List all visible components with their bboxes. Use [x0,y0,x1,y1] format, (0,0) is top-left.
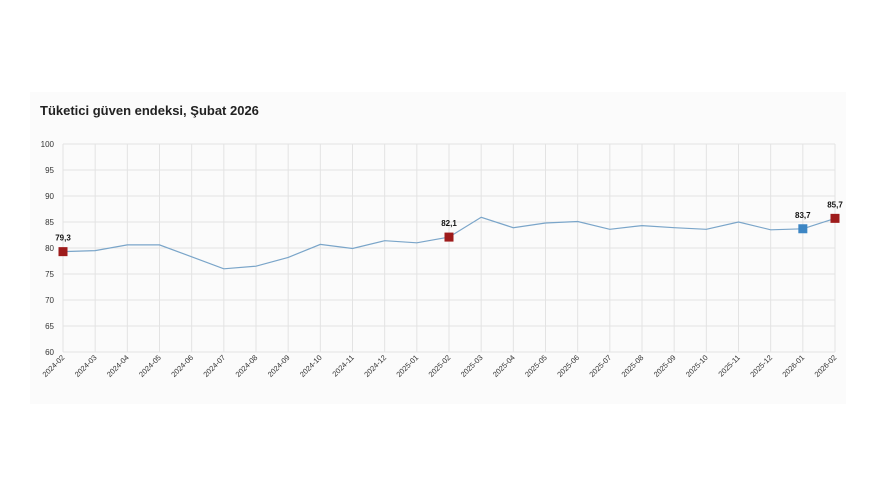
data-point-marker [444,232,454,242]
x-axis: 2024-02 2024-03 2024-04 2024-05 2024-06 2024-… [41,353,839,379]
x-tick-label: 2024-09 [266,353,292,379]
x-tick-label: 2024-03 [73,353,99,379]
x-tick-label: 2025-03 [459,353,485,379]
y-tick-label: 100 [41,140,55,149]
x-tick-label: 2025-06 [555,353,581,379]
data-point-marker [830,213,840,223]
y-axis: 60 65 70 75 80 85 90 95 100 [41,140,55,357]
x-tick-label: 2024-12 [362,353,388,379]
x-tick-label: 2025-10 [684,353,710,379]
highlight-markers: 79,3 82,1 83,7 85,7 [55,200,843,257]
y-tick-label: 60 [45,348,54,357]
data-label: 79,3 [55,234,71,243]
chart-title: Tüketici güven endeksi, Şubat 2026 [40,103,259,118]
x-tick-label: 2025-02 [427,353,453,379]
x-tick-label: 2025-11 [716,353,741,378]
data-point-marker [798,224,808,234]
data-label: 85,7 [827,200,843,209]
y-tick-label: 70 [45,296,54,305]
x-tick-label: 2025-07 [587,353,613,379]
x-tick-label: 2024-08 [234,353,260,379]
y-tick-label: 85 [45,218,54,227]
x-tick-label: 2024-05 [137,353,163,379]
x-tick-label: 2024-11 [330,353,355,378]
x-tick-label: 2026-02 [813,353,839,379]
data-label: 82,1 [441,219,457,228]
x-tick-label: 2025-05 [523,353,549,379]
x-tick-label: 2025-09 [652,353,678,379]
x-tick-label: 2024-06 [169,353,195,379]
x-tick-label: 2024-07 [201,353,227,379]
y-tick-label: 95 [45,166,54,175]
x-tick-label: 2024-10 [298,353,324,379]
x-tick-label: 2025-01 [394,353,420,379]
y-tick-label: 80 [45,244,54,253]
x-tick-label: 2025-04 [491,353,517,379]
y-tick-label: 90 [45,192,54,201]
x-tick-label: 2026-01 [780,353,806,379]
y-tick-label: 65 [45,322,54,331]
data-label: 83,7 [795,211,811,220]
x-tick-label: 2024-04 [105,353,131,379]
y-tick-label: 75 [45,270,54,279]
grid [62,143,836,353]
data-point-marker [58,247,68,257]
x-tick-label: 2025-08 [620,353,646,379]
x-tick-label: 2025-12 [748,353,774,379]
